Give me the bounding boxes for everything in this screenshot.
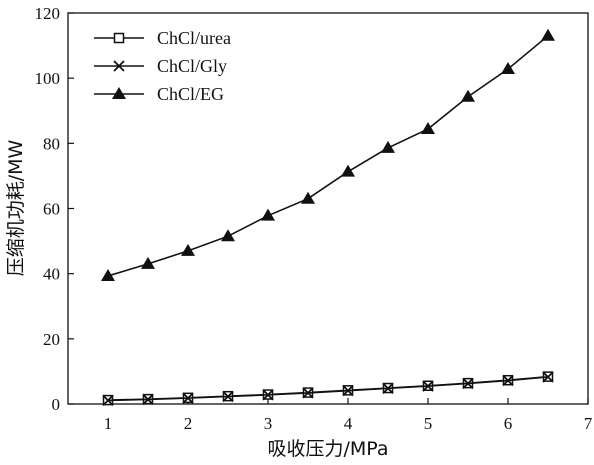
legend-label: ChCl/EG — [157, 84, 224, 104]
x-tick-label: 3 — [264, 414, 273, 433]
data-point-chcl-gly — [502, 374, 514, 387]
legend-marker — [113, 32, 125, 44]
legend-item-chcl-eg: ChCl/EG — [94, 84, 224, 104]
x-tick-label: 7 — [584, 414, 593, 433]
y-tick-label: 120 — [35, 4, 61, 23]
data-point-chcl-eg — [381, 140, 395, 153]
legend-marker — [113, 60, 125, 72]
axis-ticks: 1 2 3 4 5 6 7 0 20 40 60 80 100 120 — [35, 4, 593, 433]
y-axis-title: 压缩机功耗/MW — [5, 140, 27, 277]
data-point-chcl-eg — [101, 268, 115, 281]
data-point-chcl-gly — [542, 371, 554, 383]
data-point-chcl-eg — [501, 62, 515, 75]
y-tick-label: 20 — [43, 330, 60, 349]
x-tick-label: 4 — [344, 414, 353, 433]
series-line-chcl-gly — [107, 376, 549, 402]
data-point-chcl-gly — [382, 382, 394, 394]
x-tick-label: 6 — [504, 414, 513, 433]
y-tick-label: 0 — [52, 395, 61, 414]
y-tick-label: 100 — [35, 69, 61, 88]
data-point-chcl-gly — [422, 380, 434, 392]
x-tick-label: 1 — [104, 414, 113, 433]
legend-label: ChCl/urea — [157, 28, 231, 48]
series-line-chcl-eg — [107, 35, 549, 277]
y-tick-label: 80 — [43, 134, 60, 153]
x-tick-label: 2 — [184, 414, 193, 433]
data-point-chcl-eg — [421, 121, 435, 134]
x-axis-title: 吸收压力/MPa — [267, 438, 388, 460]
y-tick-label: 60 — [43, 200, 60, 219]
data-point-chcl-gly — [222, 390, 234, 403]
data-point-chcl-gly — [182, 392, 194, 404]
data-point-chcl-gly — [262, 389, 274, 401]
data-point-chcl-gly — [142, 393, 154, 406]
data-point-chcl-eg — [181, 243, 195, 256]
data-point-chcl-eg — [541, 28, 555, 41]
data-point-chcl-gly — [342, 385, 354, 397]
data-point-chcl-eg — [341, 164, 355, 177]
legend: ChCl/urea ChCl/Gly ChCl/EG — [94, 28, 231, 104]
data-point-chcl-gly — [302, 387, 314, 399]
x-tick-label: 5 — [424, 414, 433, 433]
series-chcl-urea — [102, 371, 554, 406]
series-line-chcl-urea — [107, 375, 549, 401]
series-chcl-eg — [101, 28, 555, 281]
series-chcl-gly — [102, 371, 554, 407]
series-layer — [101, 28, 555, 407]
data-point-chcl-gly — [102, 394, 114, 407]
data-point-chcl-eg — [461, 89, 475, 102]
data-point-chcl-eg — [301, 191, 315, 204]
legend-item-chcl-gly: ChCl/Gly — [94, 56, 227, 76]
legend-marker — [112, 87, 126, 99]
legend-label: ChCl/Gly — [157, 56, 227, 76]
legend-item-chcl-urea: ChCl/urea — [94, 28, 231, 48]
data-point-chcl-eg — [141, 256, 155, 269]
y-tick-label: 40 — [43, 265, 60, 284]
data-point-chcl-eg — [261, 208, 275, 221]
data-point-chcl-eg — [221, 229, 235, 242]
data-point-chcl-gly — [462, 377, 474, 390]
